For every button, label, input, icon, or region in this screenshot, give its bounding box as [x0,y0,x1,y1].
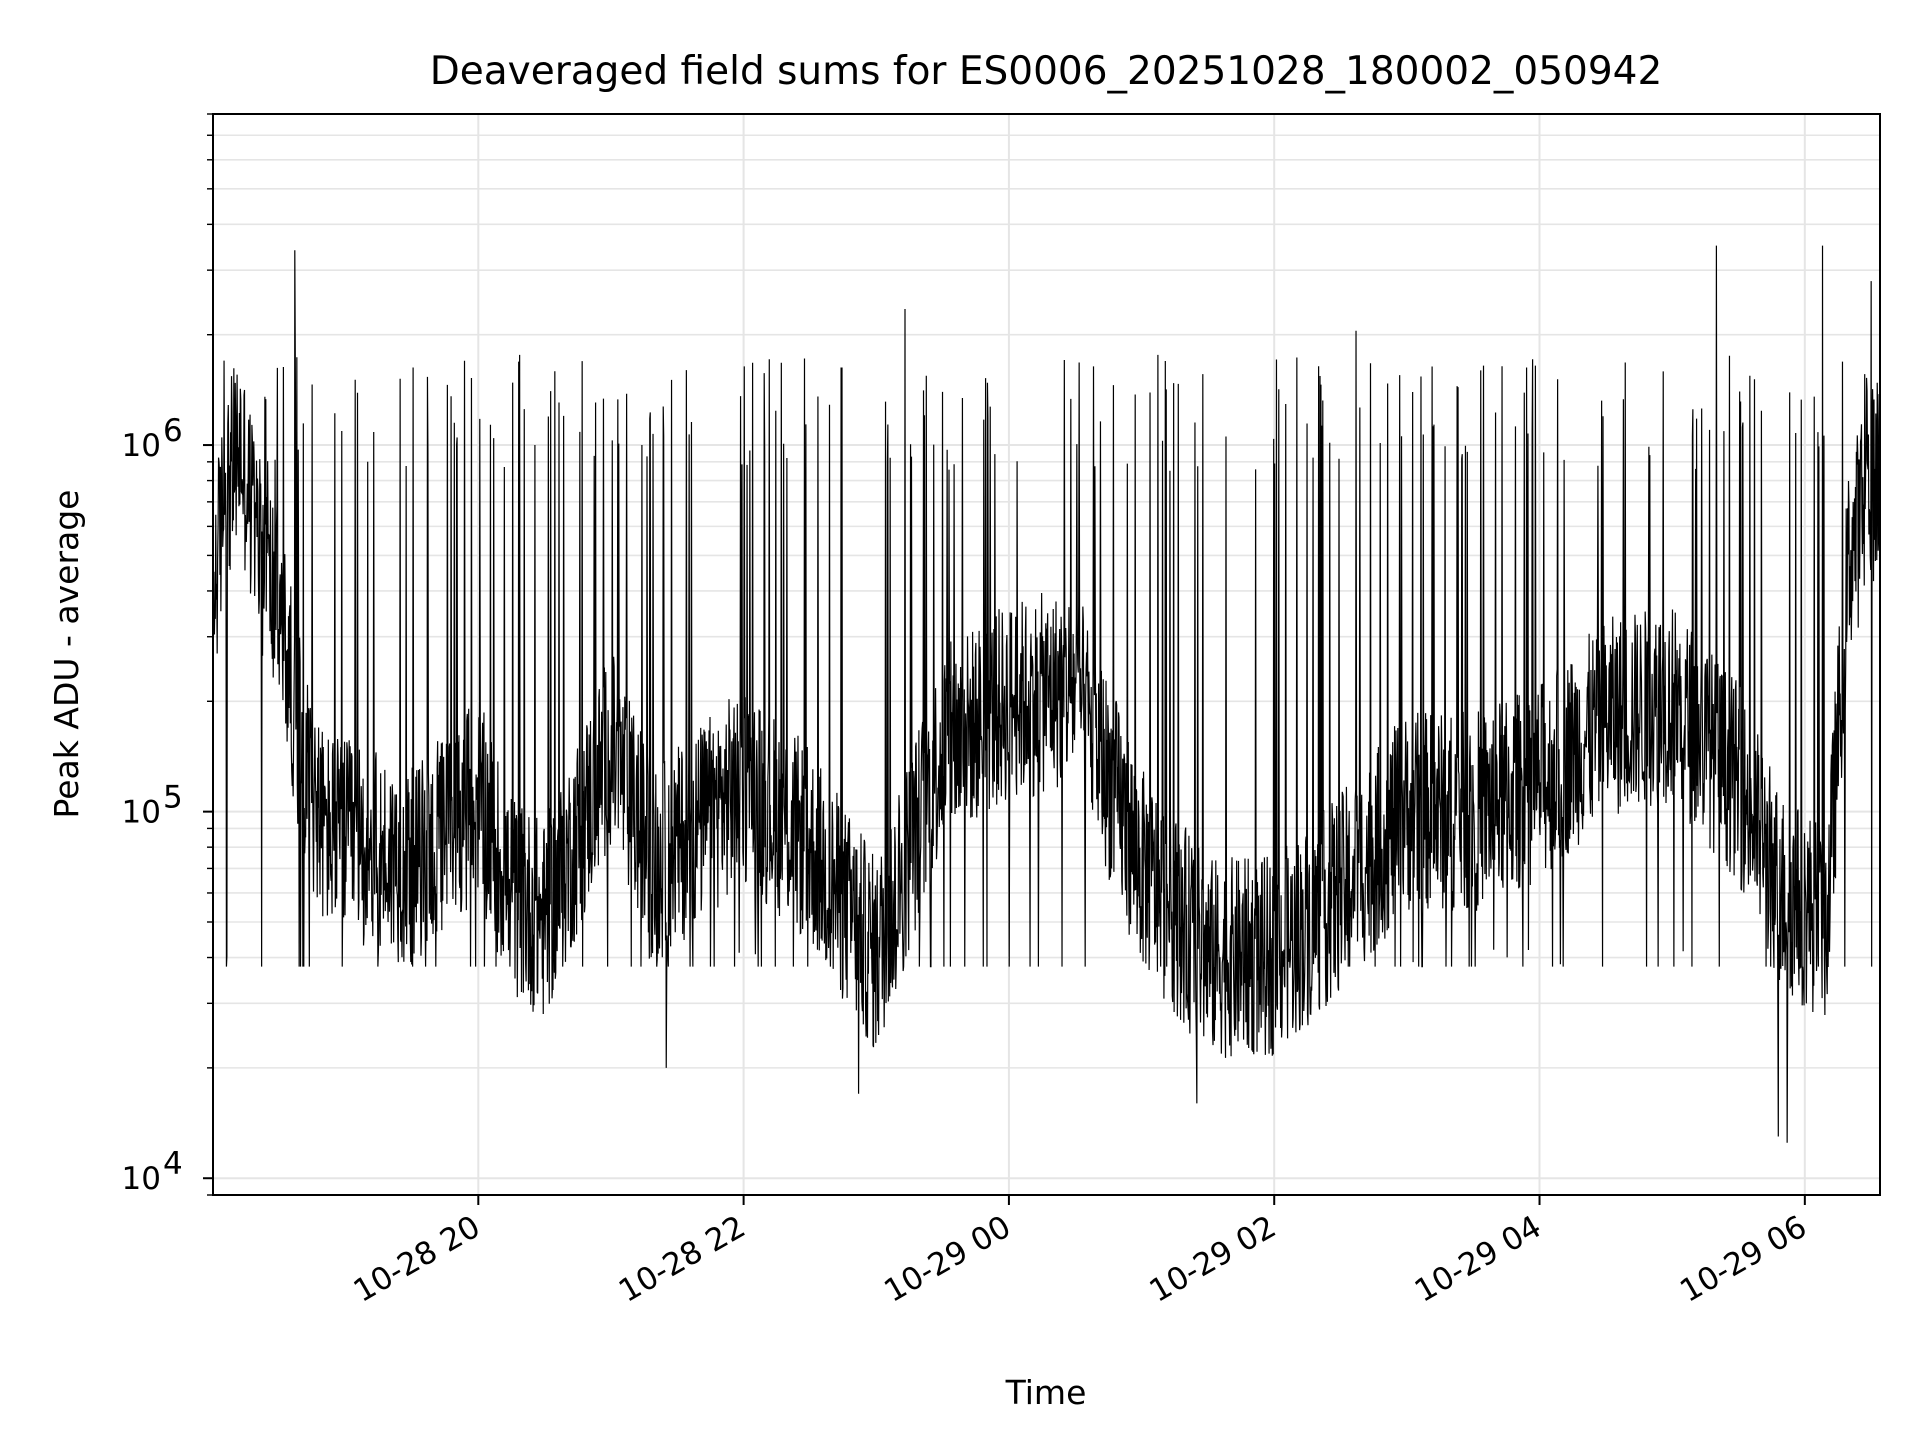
y-tick-label-exponent: 6 [163,413,183,449]
y-tick-label-exponent: 4 [163,1146,183,1182]
y-tick-label: 10 [122,795,161,831]
chart-title: Deaveraged field sums for ES0006_2025102… [430,49,1663,94]
y-axis-label: Peak ADU - average [47,490,86,819]
series-line [213,245,1880,1143]
x-axis-label: Time [1005,1373,1087,1412]
axes-frame [212,113,1881,1196]
y-tick-label: 10 [122,428,161,464]
y-tick-label: 10 [122,1161,161,1197]
y-tick-label-exponent: 5 [163,780,183,816]
data-series [213,245,1880,1143]
